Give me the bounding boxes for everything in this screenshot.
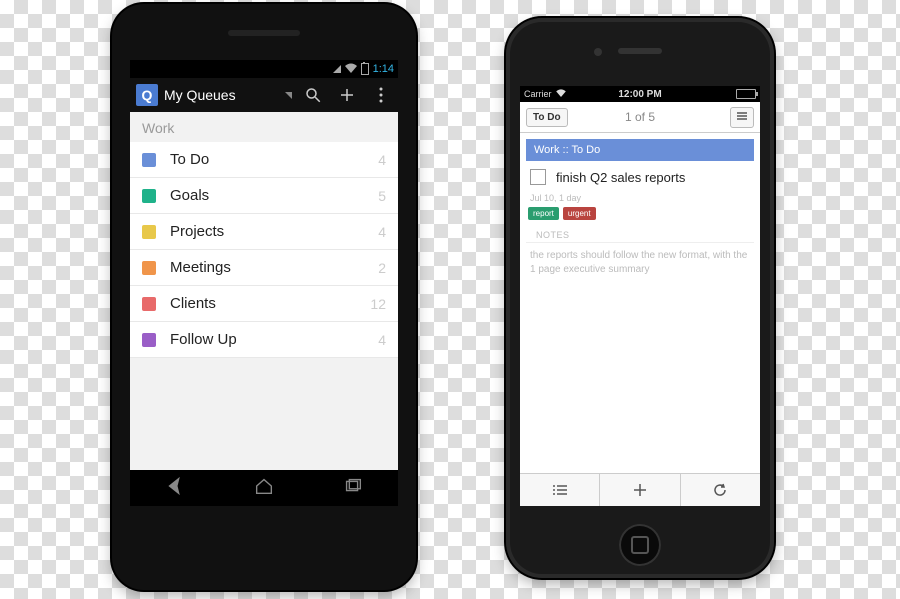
notes-header: NOTES bbox=[526, 226, 754, 243]
breadcrumb: Work :: To Do bbox=[526, 139, 754, 161]
battery-icon bbox=[361, 63, 369, 75]
add-icon[interactable] bbox=[330, 78, 364, 112]
app-logo[interactable]: Q bbox=[136, 84, 158, 106]
queue-color-icon bbox=[142, 297, 156, 311]
ios-toolbar bbox=[520, 473, 760, 506]
search-icon[interactable] bbox=[296, 78, 330, 112]
task-title: finish Q2 sales reports bbox=[556, 170, 685, 185]
queue-row[interactable]: Goals 5 bbox=[130, 178, 398, 214]
wifi-icon bbox=[556, 89, 566, 99]
queue-label: Clients bbox=[170, 295, 216, 312]
queue-count: 4 bbox=[378, 224, 386, 240]
notes-body: the reports should follow the new format… bbox=[520, 243, 760, 283]
android-earpiece bbox=[228, 30, 300, 36]
spinner-icon[interactable] bbox=[285, 92, 292, 99]
queue-label: Meetings bbox=[170, 259, 231, 276]
queue-color-icon bbox=[142, 225, 156, 239]
action-bar-title: My Queues bbox=[164, 87, 285, 103]
nav-title: 1 of 5 bbox=[625, 110, 655, 124]
queue-row[interactable]: Follow Up 4 bbox=[130, 322, 398, 358]
iphone-frame: Carrier 12:00 PM To Do 1 of 5 Work :: To… bbox=[506, 18, 774, 578]
refresh-icon[interactable] bbox=[681, 474, 760, 506]
queue-count: 12 bbox=[370, 296, 386, 312]
android-status-bar: 1:14 bbox=[130, 60, 398, 78]
battery-icon bbox=[736, 89, 756, 99]
carrier-label: Carrier bbox=[524, 89, 552, 99]
queue-row[interactable]: To Do 4 bbox=[130, 142, 398, 178]
ios-status-bar: Carrier 12:00 PM bbox=[520, 86, 760, 102]
status-time: 1:14 bbox=[373, 63, 394, 75]
tag[interactable]: urgent bbox=[563, 207, 596, 220]
queue-row[interactable]: Clients 12 bbox=[130, 286, 398, 322]
add-icon[interactable] bbox=[600, 474, 680, 506]
queue-label: Goals bbox=[170, 187, 209, 204]
queue-label: Projects bbox=[170, 223, 224, 240]
task-checkbox[interactable] bbox=[530, 169, 546, 185]
status-time: 12:00 PM bbox=[618, 89, 661, 100]
back-icon[interactable] bbox=[164, 475, 186, 502]
queue-label: Follow Up bbox=[170, 331, 237, 348]
queue-color-icon bbox=[142, 189, 156, 203]
queue-row[interactable]: Meetings 2 bbox=[130, 250, 398, 286]
ios-nav-bar: To Do 1 of 5 bbox=[520, 102, 760, 133]
android-action-bar: Q My Queues bbox=[130, 78, 398, 112]
list-icon[interactable] bbox=[520, 474, 600, 506]
task-row[interactable]: finish Q2 sales reports bbox=[520, 161, 760, 193]
section-header: Work bbox=[130, 112, 398, 142]
queue-label: To Do bbox=[170, 151, 209, 168]
android-nav-bar bbox=[130, 470, 398, 506]
iphone-home-button[interactable] bbox=[619, 524, 661, 566]
android-phone-frame: 1:14 Q My Queues Work To Do 4 Goals 5 Projec… bbox=[112, 4, 416, 590]
queue-count: 5 bbox=[378, 188, 386, 204]
back-button[interactable]: To Do bbox=[526, 108, 568, 127]
menu-icon[interactable] bbox=[730, 107, 754, 128]
home-square-icon bbox=[631, 536, 649, 554]
task-tags: report urgent bbox=[520, 207, 760, 226]
iphone-camera bbox=[594, 48, 602, 56]
home-icon[interactable] bbox=[253, 475, 275, 502]
android-content: Work To Do 4 Goals 5 Projects 4 Meetings 2 Clien… bbox=[130, 112, 398, 506]
queue-count: 2 bbox=[378, 260, 386, 276]
overflow-menu-icon[interactable] bbox=[364, 78, 398, 112]
queue-row[interactable]: Projects 4 bbox=[130, 214, 398, 250]
queue-color-icon bbox=[142, 153, 156, 167]
queue-count: 4 bbox=[378, 152, 386, 168]
queue-count: 4 bbox=[378, 332, 386, 348]
tag[interactable]: report bbox=[528, 207, 559, 220]
queue-color-icon bbox=[142, 333, 156, 347]
ios-content: Work :: To Do finish Q2 sales reports Ju… bbox=[520, 139, 760, 283]
android-screen: 1:14 Q My Queues Work To Do 4 Goals 5 Projec… bbox=[130, 60, 398, 506]
iphone-screen: Carrier 12:00 PM To Do 1 of 5 Work :: To… bbox=[520, 86, 760, 506]
task-meta: Jul 10, 1 day bbox=[520, 193, 760, 207]
wifi-icon bbox=[345, 63, 357, 76]
iphone-earpiece bbox=[618, 48, 662, 54]
recent-apps-icon[interactable] bbox=[342, 475, 364, 502]
queue-color-icon bbox=[142, 261, 156, 275]
signal-icon bbox=[333, 65, 341, 73]
